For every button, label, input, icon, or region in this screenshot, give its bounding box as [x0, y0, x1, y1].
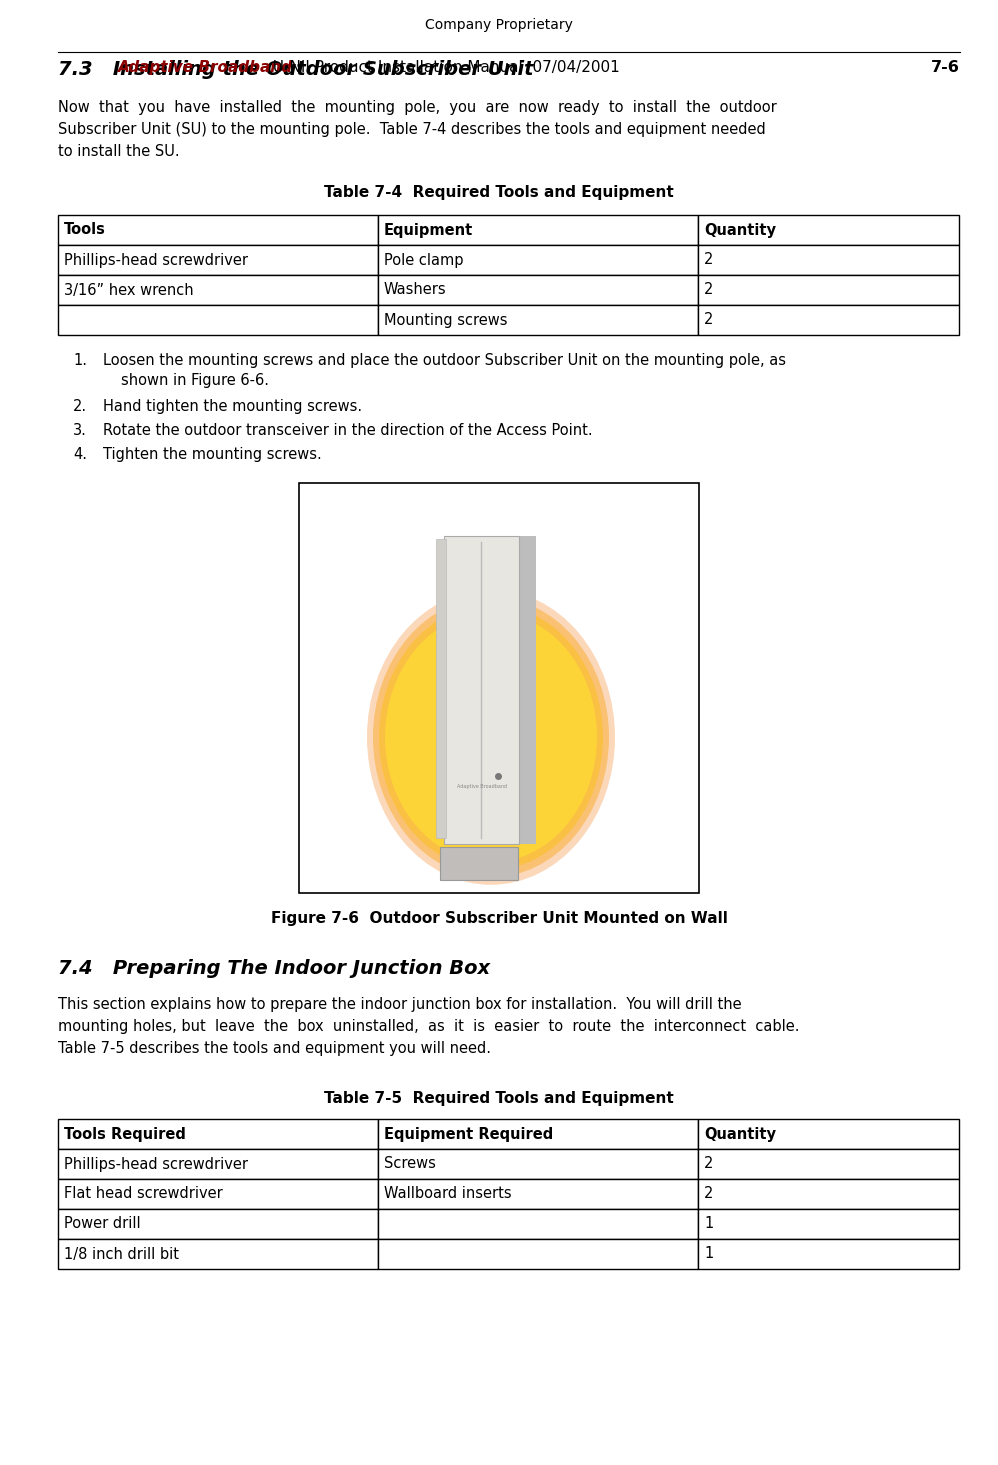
Bar	[58, 275, 378, 305]
Text: Company Proprietary: Company Proprietary	[425, 18, 573, 32]
Bar	[698, 1179, 959, 1209]
Bar	[378, 1149, 698, 1179]
Bar	[698, 1239, 959, 1269]
Text: Figure 7-6  Outdoor Subscriber Unit Mounted on Wall: Figure 7-6 Outdoor Subscriber Unit Mount…	[270, 911, 728, 926]
Text: Table 7-4  Required Tools and Equipment: Table 7-4 Required Tools and Equipment	[324, 185, 674, 201]
Bar	[378, 245, 698, 275]
Bar	[698, 1209, 959, 1239]
Text: 2: 2	[704, 283, 714, 297]
Bar	[299, 483, 699, 894]
Text: shown in Figure 6-6.: shown in Figure 6-6.	[121, 374, 269, 388]
Text: 2: 2	[704, 252, 714, 268]
Text: Table 7-5  Required Tools and Equipment: Table 7-5 Required Tools and Equipment	[324, 1091, 674, 1106]
Bar	[378, 1239, 698, 1269]
Text: Adaptive Broadband: Adaptive Broadband	[118, 60, 293, 75]
Bar	[378, 215, 698, 245]
Text: Equipment Required: Equipment Required	[384, 1127, 553, 1141]
Bar	[378, 305, 698, 335]
Bar	[58, 1209, 378, 1239]
Text: Washers: Washers	[384, 283, 447, 297]
Bar	[378, 1209, 698, 1239]
Text: mounting holes, but  leave  the  box  uninstalled,  as  it  is  easier  to  rout: mounting holes, but leave the box uninst…	[58, 1020, 799, 1034]
Text: Power drill: Power drill	[64, 1216, 141, 1232]
Text: Table 7-5 describes the tools and equipment you will need.: Table 7-5 describes the tools and equipm…	[58, 1042, 491, 1056]
Text: Hand tighten the mounting screws.: Hand tighten the mounting screws.	[103, 398, 362, 415]
Text: Tighten the mounting screws.: Tighten the mounting screws.	[103, 447, 321, 461]
Text: 2: 2	[704, 1156, 714, 1172]
Text: 1: 1	[704, 1247, 714, 1261]
Text: This section explains how to prepare the indoor junction box for installation.  : This section explains how to prepare the…	[58, 998, 742, 1012]
Text: 7.4   Preparing The Indoor Junction Box: 7.4 Preparing The Indoor Junction Box	[58, 960, 490, 979]
Text: Now  that  you  have  installed  the  mounting  pole,  you  are  now  ready  to : Now that you have installed the mounting…	[58, 100, 776, 114]
Text: 3.: 3.	[73, 423, 87, 438]
Text: 7.3   Installing the Outdoor Subscriber Unit: 7.3 Installing the Outdoor Subscriber Un…	[58, 60, 534, 79]
Bar	[440, 847, 518, 880]
Text: Quantity: Quantity	[704, 223, 776, 237]
Bar	[58, 245, 378, 275]
Text: Quantity: Quantity	[704, 1127, 776, 1141]
Text: Rotate the outdoor transceiver in the direction of the Access Point.: Rotate the outdoor transceiver in the di…	[103, 423, 593, 438]
Bar	[58, 215, 378, 245]
Bar	[698, 245, 959, 275]
Text: to install the SU.: to install the SU.	[58, 144, 180, 160]
Bar	[58, 1119, 378, 1149]
Ellipse shape	[385, 612, 597, 863]
Text: Wallboard inserts: Wallboard inserts	[384, 1187, 512, 1201]
Bar	[58, 1239, 378, 1269]
Text: 2: 2	[704, 312, 714, 328]
Bar	[698, 1119, 959, 1149]
Bar	[58, 305, 378, 335]
Text: 1.: 1.	[73, 353, 87, 368]
Bar	[517, 536, 536, 844]
Ellipse shape	[367, 589, 615, 885]
Text: Mounting screws: Mounting screws	[384, 312, 508, 328]
Text: Flat head screwdriver: Flat head screwdriver	[64, 1187, 223, 1201]
Ellipse shape	[379, 605, 603, 870]
Text: 3/16” hex wrench: 3/16” hex wrench	[64, 283, 194, 297]
Text: Adaptive Broadband: Adaptive Broadband	[456, 784, 507, 790]
Bar	[698, 305, 959, 335]
Text: Phillips-head screwdriver: Phillips-head screwdriver	[64, 252, 248, 268]
Bar	[58, 1179, 378, 1209]
Bar	[436, 539, 446, 838]
Text: U-NII Product Installation Manual  07/04/2001: U-NII Product Installation Manual 07/04/…	[263, 60, 620, 75]
Bar	[698, 275, 959, 305]
Text: 4.: 4.	[73, 447, 87, 461]
Text: 2: 2	[704, 1187, 714, 1201]
Bar	[378, 275, 698, 305]
Text: Phillips-head screwdriver: Phillips-head screwdriver	[64, 1156, 248, 1172]
Bar	[444, 536, 519, 844]
Text: 1: 1	[704, 1216, 714, 1232]
Bar	[58, 1149, 378, 1179]
Bar	[698, 1149, 959, 1179]
Text: Tools: Tools	[64, 223, 106, 237]
Text: Tools Required: Tools Required	[64, 1127, 186, 1141]
Text: 2.: 2.	[73, 398, 87, 415]
Text: Subscriber Unit (SU) to the mounting pole.  Table 7-4 describes the tools and eq: Subscriber Unit (SU) to the mounting pol…	[58, 122, 765, 138]
Text: 1/8 inch drill bit: 1/8 inch drill bit	[64, 1247, 179, 1261]
Text: Loosen the mounting screws and place the outdoor Subscriber Unit on the mounting: Loosen the mounting screws and place the…	[103, 353, 786, 368]
Text: Equipment: Equipment	[384, 223, 473, 237]
Bar	[378, 1179, 698, 1209]
Text: Screws: Screws	[384, 1156, 436, 1172]
Bar	[698, 215, 959, 245]
Ellipse shape	[373, 598, 609, 878]
Text: Pole clamp: Pole clamp	[384, 252, 463, 268]
Text: 7-6: 7-6	[931, 60, 960, 75]
Bar	[378, 1119, 698, 1149]
